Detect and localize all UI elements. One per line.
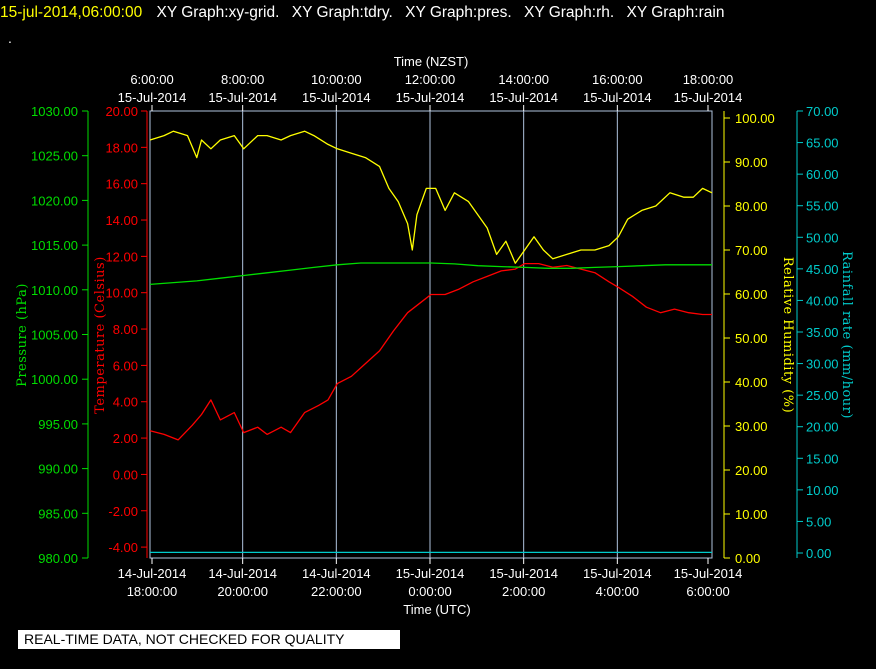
x-tick-label-nzst-time: 18:00:00	[683, 72, 734, 87]
temperature-tick-label: -2.00	[108, 504, 138, 519]
x-tick-label-nzst-date: 15-Jul-2014	[489, 90, 558, 105]
temperature-tick-label: -4.00	[108, 540, 138, 555]
temperature-tick-label: 14.00	[105, 213, 138, 228]
temperature-axis-title: Temperature (Celsius)	[93, 256, 108, 414]
x-tick-label-nzst-time: 16:00:00	[592, 72, 643, 87]
pressure-tick-label: 1010.00	[31, 283, 78, 298]
rainfall-tick-label: 40.00	[806, 293, 839, 308]
x-tick-label-nzst-date: 15-Jul-2014	[208, 90, 277, 105]
temperature-tick-label: 0.00	[113, 467, 138, 482]
humidity-tick-label: 30.00	[735, 419, 768, 434]
humidity-tick-label: 70.00	[735, 243, 768, 258]
x-tick-label-nzst-date: 15-Jul-2014	[396, 90, 465, 105]
rainfall-axis-title: Rainfall rate (mm/hour)	[839, 251, 854, 419]
x-tick-label-nzst-time: 6:00:00	[130, 72, 173, 87]
humidity-tick-label: 0.00	[735, 551, 760, 566]
header-dot: .	[8, 30, 12, 46]
rainfall-tick-label: 15.00	[806, 451, 839, 466]
rainfall-tick-label: 65.00	[806, 136, 839, 151]
humidity-tick-label: 80.00	[735, 199, 768, 214]
x-tick-label-utc-date: 14-Jul-2014	[118, 566, 187, 581]
series-line-tdry	[149, 262, 712, 441]
rainfall-tick-label: 5.00	[806, 514, 831, 529]
rainfall-tick-label: 55.00	[806, 199, 839, 214]
header-bar: 15-jul-2014,06:00:00 XY Graph:xy-grid. X…	[0, 4, 732, 22]
header-graph-xy-grid: XY Graph:xy-grid.	[156, 4, 280, 21]
temperature-tick-label: 12.00	[105, 249, 138, 264]
x-tick-label-utc-date: 15-Jul-2014	[489, 566, 558, 581]
pressure-axis-title: Pressure (hPa)	[15, 283, 30, 387]
pressure-tick-label: 1025.00	[31, 149, 78, 164]
x-tick-label-utc-date: 14-Jul-2014	[208, 566, 277, 581]
rainfall-tick-label: 50.00	[806, 230, 839, 245]
pressure-tick-label: 995.00	[38, 417, 78, 432]
humidity-tick-label: 50.00	[735, 331, 768, 346]
humidity-tick-label: 100.00	[735, 111, 775, 126]
humidity-tick-label: 40.00	[735, 375, 768, 390]
x-tick-label-nzst-date: 15-Jul-2014	[118, 90, 187, 105]
temperature-tick-label: 6.00	[113, 358, 138, 373]
temperature-tick-label: 8.00	[113, 322, 138, 337]
plot-frame	[149, 110, 713, 559]
pressure-tick-label: 1030.00	[31, 104, 78, 119]
humidity-tick-label: 60.00	[735, 287, 768, 302]
quality-note: REAL-TIME DATA, NOT CHECKED FOR QUALITY	[18, 630, 400, 649]
rainfall-tick-label: 35.00	[806, 325, 839, 340]
x-tick-label-utc-date: 14-Jul-2014	[302, 566, 371, 581]
rainfall-tick-label: 0.00	[806, 546, 831, 561]
series-line-pres	[149, 262, 712, 286]
x-tick-label-nzst-date: 15-Jul-2014	[583, 90, 652, 105]
pressure-tick-label: 1020.00	[31, 193, 78, 208]
rainfall-tick-label: 70.00	[806, 104, 839, 119]
temperature-tick-label: 10.00	[105, 286, 138, 301]
rainfall-tick-label: 20.00	[806, 420, 839, 435]
x-tick-label-utc-time: 18:00:00	[127, 584, 178, 599]
humidity-axis-title: Relative Humidity (%)	[780, 257, 795, 413]
x-tick-label-nzst-date: 15-Jul-2014	[302, 90, 371, 105]
humidity-tick-label: 90.00	[735, 155, 768, 170]
top-axis-title: Time (NZST)	[394, 54, 469, 69]
header-graph-rh: XY Graph:rh.	[524, 4, 615, 21]
x-tick-label-utc-date: 15-Jul-2014	[674, 566, 743, 581]
pressure-tick-label: 1005.00	[31, 328, 78, 343]
rainfall-tick-label: 30.00	[806, 357, 839, 372]
pressure-tick-label: 1000.00	[31, 372, 78, 387]
pressure-tick-label: 1015.00	[31, 238, 78, 253]
humidity-tick-label: 10.00	[735, 507, 768, 522]
rainfall-tick-label: 45.00	[806, 262, 839, 277]
series-line-rh	[149, 130, 713, 264]
x-tick-label-nzst-time: 14:00:00	[498, 72, 549, 87]
x-tick-label-nzst-date: 15-Jul-2014	[674, 90, 743, 105]
x-tick-label-utc-time: 22:00:00	[311, 584, 362, 599]
pressure-tick-label: 980.00	[38, 551, 78, 566]
rainfall-tick-label: 25.00	[806, 388, 839, 403]
x-tick-label-utc-time: 20:00:00	[217, 584, 268, 599]
header-graph-pres: XY Graph:pres.	[405, 4, 512, 21]
temperature-tick-label: 2.00	[113, 431, 138, 446]
pressure-tick-label: 985.00	[38, 506, 78, 521]
temperature-tick-label: 20.00	[105, 104, 138, 119]
temperature-tick-label: 16.00	[105, 177, 138, 192]
x-tick-label-utc-time: 6:00:00	[686, 584, 729, 599]
x-tick-label-utc-date: 15-Jul-2014	[583, 566, 652, 581]
bottom-axis-title: Time (UTC)	[403, 602, 470, 617]
x-tick-label-utc-time: 0:00:00	[408, 584, 451, 599]
x-tick-label-nzst-time: 10:00:00	[311, 72, 362, 87]
x-tick-label-nzst-time: 12:00:00	[405, 72, 456, 87]
temperature-tick-label: 4.00	[113, 395, 138, 410]
x-tick-label-utc-time: 2:00:00	[502, 584, 545, 599]
x-tick-label-nzst-time: 8:00:00	[221, 72, 264, 87]
rainfall-tick-label: 60.00	[806, 167, 839, 182]
x-tick-label-utc-time: 4:00:00	[596, 584, 639, 599]
header-timestamp: 15-jul-2014,06:00:00	[0, 4, 143, 21]
temperature-tick-label: 18.00	[105, 140, 138, 155]
humidity-tick-label: 20.00	[735, 463, 768, 478]
header-graph-tdry: XY Graph:tdry.	[291, 4, 393, 21]
rainfall-tick-label: 10.00	[806, 483, 839, 498]
header-graph-rain: XY Graph:rain	[626, 4, 725, 21]
pressure-tick-label: 990.00	[38, 462, 78, 477]
x-tick-label-utc-date: 15-Jul-2014	[396, 566, 465, 581]
